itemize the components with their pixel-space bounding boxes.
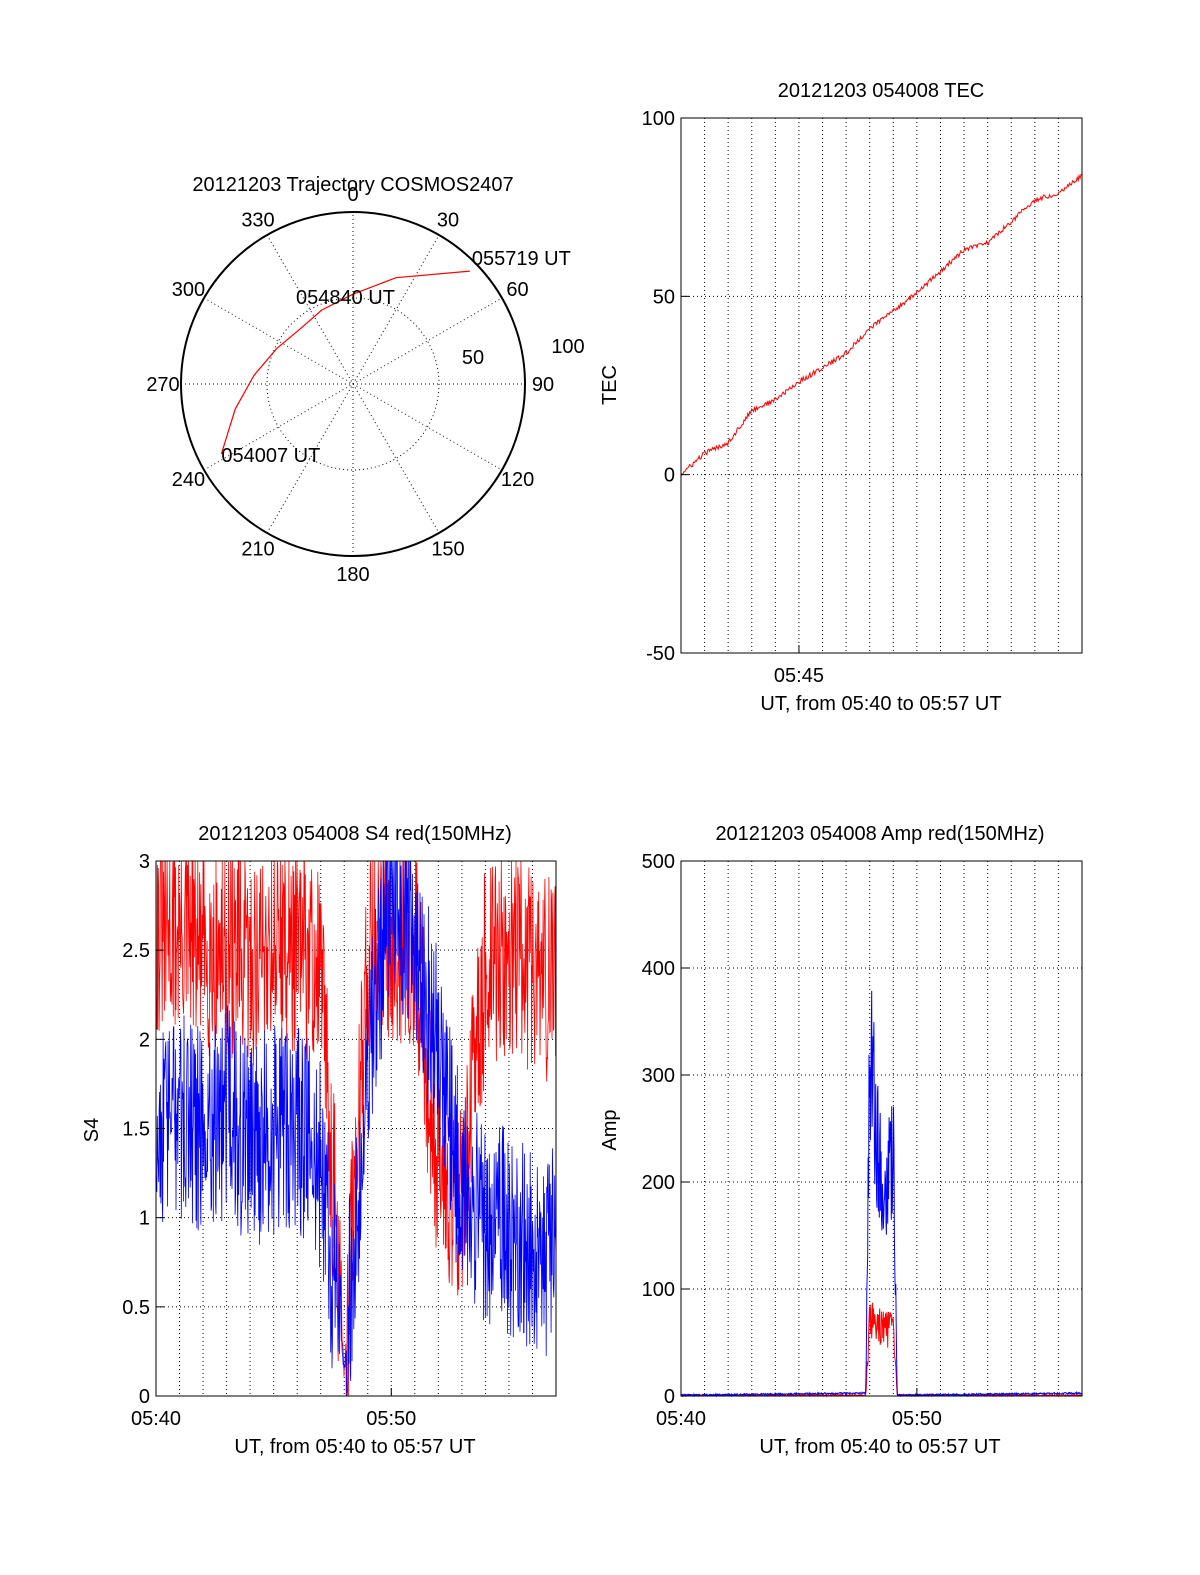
polar-radial-label-50: 50 [462, 347, 484, 369]
amp-xtick-label-0: 05:40 [656, 1408, 706, 1430]
amp-ytick-label-4: 100 [642, 1279, 675, 1301]
s4-ytick-label-1: 2.5 [122, 940, 150, 962]
tec-ytick-label-0: 100 [642, 108, 675, 130]
amp-ytick-label-2: 300 [642, 1065, 675, 1087]
s4-ytick-label-5: 0.5 [122, 1297, 150, 1319]
tec-ytick-label-3: -50 [646, 643, 675, 665]
s4-ytick-label-0: 3 [139, 851, 150, 873]
polar-angle-label-240: 240 [172, 469, 205, 491]
amp-series-line-0 [680, 1302, 1083, 1398]
amp-plot-frame [680, 860, 1083, 1397]
polar-trajectory-line-0 [220, 270, 470, 455]
s4-ytick-label-6: 0 [139, 1386, 150, 1408]
amp-series [680, 990, 1083, 1398]
tec-plot-frame [680, 117, 1083, 654]
tec-x-ticks: 05:45 [774, 645, 824, 687]
polar-annotation-0: 055719 UT [472, 248, 571, 270]
s4-title: 20121203 054008 S4 red(150MHz) [198, 823, 512, 845]
amp-title: 20121203 054008 Amp red(150MHz) [715, 823, 1044, 845]
polar-inner-ring [266, 297, 440, 471]
amp-x-axis-label: UT, from 05:40 to 05:57 UT [759, 1436, 1000, 1458]
polar-annotations: 055719 UT 054840 UT 054007 UT [221, 248, 570, 467]
s4-xtick-label-0: 05:40 [131, 1408, 181, 1430]
s4-y-axis-label: S4 [81, 1118, 103, 1142]
polar-trajectory-panel: 20121203 Trajectory COSMOS2407 0 30 60 90 12… [146, 174, 584, 586]
amp-series-line-1 [680, 990, 1083, 1398]
amp-ytick-label-0: 500 [642, 851, 675, 873]
tec-ytick-label-2: 0 [664, 465, 675, 487]
polar-angle-label-300: 300 [172, 279, 205, 301]
polar-radial-label-100: 100 [551, 336, 584, 358]
tec-series-line-0 [680, 173, 1083, 477]
s4-xtick-label-1: 05:50 [366, 1408, 416, 1430]
polar-angle-label-90: 90 [532, 374, 554, 396]
amp-ytick-label-3: 200 [642, 1172, 675, 1194]
amp-y-ticks: 500 400 300 200 100 0 [642, 851, 689, 1408]
tec-chart-panel: 20121203 054008 TEC 100 50 0 -50 05:45 UT, … [599, 80, 1083, 715]
tec-x-axis-label: UT, from 05:40 to 05:57 UT [760, 693, 1001, 715]
polar-angle-label-30: 30 [437, 209, 459, 231]
s4-ytick-label-3: 1.5 [122, 1119, 150, 1141]
s4-y-ticks: 3 2.5 2 1.5 1 0.5 0 [122, 851, 164, 1408]
tec-y-ticks: 100 50 0 -50 [642, 108, 689, 665]
tec-series [680, 173, 1083, 477]
s4-series [155, 859, 557, 1397]
s4-chart-panel: 20121203 054008 S4 red(150MHz) 3 2.5 2 1.5 1… [81, 823, 557, 1458]
tec-ytick-label-1: 50 [653, 286, 675, 308]
s4-ytick-label-4: 1 [139, 1208, 150, 1230]
amp-ytick-label-1: 400 [642, 958, 675, 980]
polar-angle-label-270: 270 [146, 374, 179, 396]
tec-grid [681, 118, 1082, 653]
amp-y-axis-label: Amp [599, 1109, 621, 1150]
polar-angle-label-330: 330 [241, 209, 274, 231]
polar-angle-label-210: 210 [241, 539, 274, 561]
polar-annotation-2: 054007 UT [221, 445, 320, 467]
amp-ytick-label-5: 0 [664, 1386, 675, 1408]
s4-x-ticks: 05:40 05:50 [131, 1388, 416, 1430]
tec-title: 20121203 054008 TEC [778, 80, 984, 102]
polar-annotation-1: 054840 UT [296, 287, 395, 309]
polar-title: 20121203 Trajectory COSMOS2407 [192, 174, 513, 196]
s4-x-axis-label: UT, from 05:40 to 05:57 UT [234, 1436, 475, 1458]
polar-angle-label-60: 60 [506, 279, 528, 301]
amp-x-ticks: 05:40 05:50 [656, 1388, 942, 1430]
polar-angle-label-0: 0 [347, 184, 358, 206]
amp-chart-panel: 20121203 054008 Amp red(150MHz) 500 400 30… [599, 823, 1083, 1458]
s4-series-line-1 [155, 860, 557, 1397]
tec-y-axis-label: TEC [599, 365, 621, 405]
polar-spoke-150 [266, 234, 440, 534]
s4-ytick-label-2: 2 [139, 1029, 150, 1051]
polar-angle-label-180: 180 [336, 564, 369, 586]
polar-grid [180, 211, 526, 557]
polar-series [220, 270, 470, 455]
tec-xtick-label-0: 05:45 [774, 665, 824, 687]
polar-angle-labels: 0 30 60 90 120 150 180 210 240 270 300 330 50 100 [146, 184, 584, 586]
polar-angle-label-120: 120 [501, 469, 534, 491]
polar-angle-label-150: 150 [431, 539, 464, 561]
amp-xtick-label-1: 05:50 [892, 1408, 942, 1430]
